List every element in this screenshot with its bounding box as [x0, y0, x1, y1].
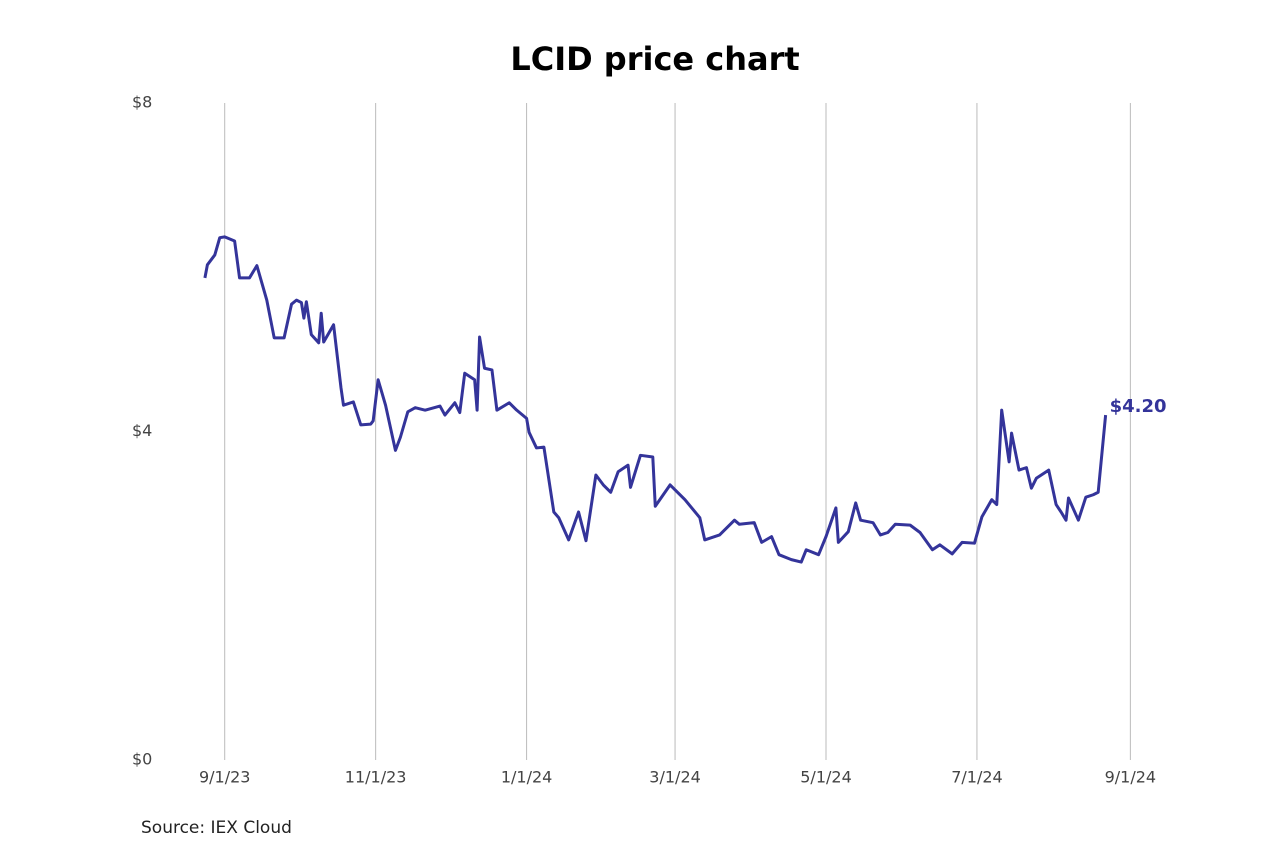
x-tick-label: 1/1/24	[501, 768, 553, 787]
value-label: $4.20	[1110, 396, 1167, 417]
price-line	[203, 235, 1108, 564]
y-tick-label: $0	[132, 750, 152, 769]
source-note: Source: IEX Cloud	[141, 818, 292, 838]
y-tick-label: $8	[132, 93, 152, 112]
x-tick-label: 9/1/23	[199, 768, 251, 787]
x-tick-label: 5/1/24	[800, 768, 852, 787]
x-tick-label: 11/1/23	[345, 768, 407, 787]
x-tick-label: 7/1/24	[951, 768, 1003, 787]
y-tick-label: $4	[132, 421, 152, 440]
x-tick-label: 3/1/24	[649, 768, 701, 787]
x-tick-label: 9/1/24	[1105, 768, 1157, 787]
chart-title: LCID price chart	[510, 40, 799, 78]
